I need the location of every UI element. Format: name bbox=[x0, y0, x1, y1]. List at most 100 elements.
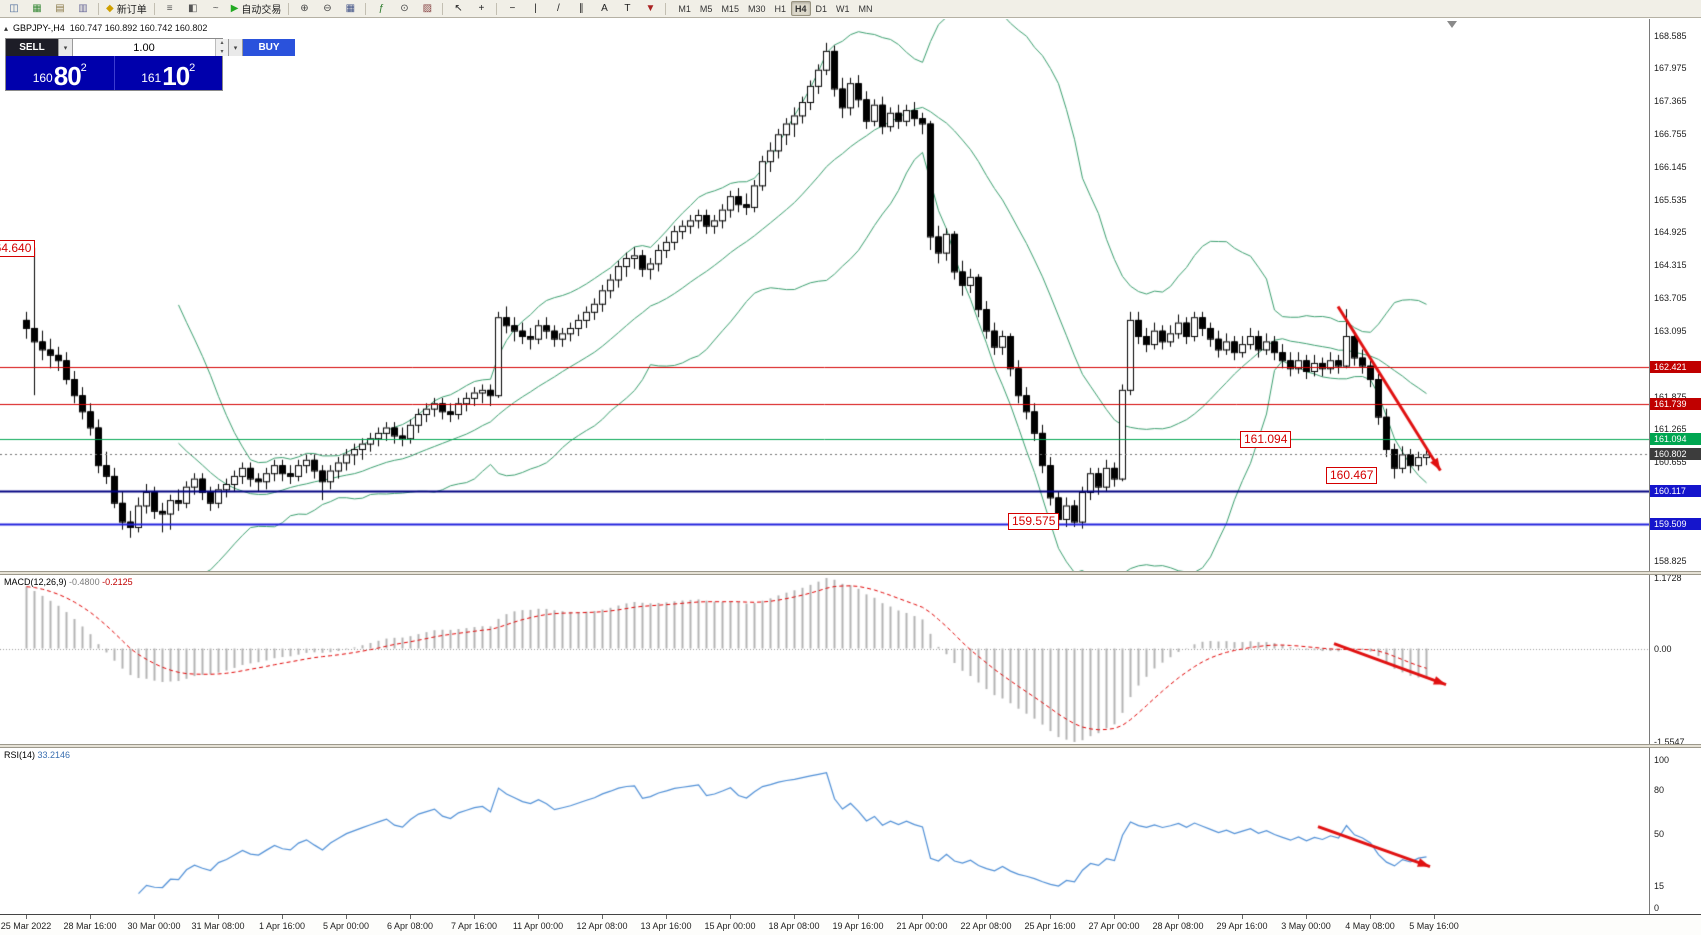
time-label: 7 Apr 16:00 bbox=[450, 921, 498, 931]
new-chart-icon[interactable]: ▦ bbox=[26, 0, 48, 17]
time-tick bbox=[474, 915, 475, 919]
time-label: 11 Apr 00:00 bbox=[512, 921, 564, 931]
time-label: 22 Apr 08:00 bbox=[960, 921, 1012, 931]
one-click-collapse-icon[interactable]: ▴ bbox=[4, 23, 9, 33]
price-axis[interactable]: 168.585 167.975 167.365 166.755 166.145 165.5… bbox=[1649, 19, 1701, 914]
price-divider bbox=[113, 56, 115, 90]
time-tick bbox=[154, 915, 155, 919]
time-tick bbox=[26, 915, 27, 919]
rsi-axis-label: 50 bbox=[1654, 829, 1665, 839]
volume-up-button[interactable]: ▴ bbox=[216, 39, 228, 48]
time-label: 5 May 16:00 bbox=[1409, 921, 1459, 931]
toolbar-separator bbox=[288, 2, 290, 15]
profiles-icon[interactable]: ▤ bbox=[49, 0, 71, 17]
text-label-button[interactable]: T bbox=[616, 0, 638, 17]
time-tick bbox=[90, 915, 91, 919]
macd-signal-value: -0.2125 bbox=[102, 577, 133, 587]
time-label: 27 Apr 00:00 bbox=[1088, 921, 1140, 931]
vertical-line-button[interactable]: | bbox=[524, 0, 546, 17]
timeframe-m1-button[interactable]: M1 bbox=[678, 3, 691, 14]
channel-icon: ∥ bbox=[578, 2, 584, 14]
price-callout[interactable]: 160.467 bbox=[1326, 467, 1378, 484]
time-axis[interactable]: 25 Mar 2022 28 Mar 16:00 30 Mar 00:00 31 Ma… bbox=[0, 914, 1701, 935]
cursor-button[interactable]: ↖ bbox=[447, 0, 469, 17]
price-tag-resistance-upper: 162.421 bbox=[1650, 361, 1701, 374]
macd-label: MACD(12,26,9) -0.4800 -0.2125 bbox=[4, 577, 133, 587]
price-tick: 161.875 bbox=[1654, 391, 1687, 402]
chart-shift-marker[interactable] bbox=[1447, 21, 1457, 28]
chart-bars-icon[interactable]: ≡ bbox=[159, 0, 181, 17]
sell-dropdown[interactable]: ▾ bbox=[58, 39, 73, 56]
price-callout[interactable]: 164.640 bbox=[0, 240, 36, 257]
horizontal-line-button[interactable]: − bbox=[501, 0, 523, 17]
macd-axis-label: 0.00 bbox=[1654, 643, 1672, 654]
symbol-period-label: GBPJPY-,H4 bbox=[13, 23, 65, 33]
price-callout[interactable]: 161.094 bbox=[1240, 431, 1292, 448]
new-order-window-icon[interactable]: ◫ bbox=[3, 0, 25, 17]
toolbar-separator bbox=[496, 2, 498, 15]
main-chart-canvas[interactable] bbox=[0, 19, 1649, 571]
vertical-line-icon: | bbox=[534, 2, 537, 14]
timeframe-w1-button[interactable]: W1 bbox=[836, 3, 850, 14]
autotrading-button[interactable]: ▶ 自动交易 bbox=[228, 0, 285, 17]
panel-splitter-macd[interactable] bbox=[0, 571, 1701, 575]
volume-down-button[interactable]: ▾ bbox=[216, 47, 228, 56]
timeframe-mn-button[interactable]: MN bbox=[858, 3, 873, 14]
new-order-window-icon: ◫ bbox=[9, 2, 19, 14]
timeframe-m15-button[interactable]: M15 bbox=[721, 3, 739, 14]
toolbar-separator bbox=[442, 2, 444, 15]
price-tick: 158.825 bbox=[1654, 555, 1687, 566]
periods-button[interactable]: ⊙ bbox=[393, 0, 415, 17]
time-label: 13 Apr 16:00 bbox=[640, 921, 692, 931]
new-order-icon: ◆ bbox=[106, 2, 114, 14]
time-tick bbox=[1242, 915, 1243, 919]
templates-button[interactable]: ▨ bbox=[416, 0, 438, 17]
chart-bars-icon: ≡ bbox=[166, 2, 173, 14]
buy-button[interactable]: BUY bbox=[243, 39, 295, 56]
data-window-icon[interactable]: ▥ bbox=[72, 0, 94, 17]
rsi-axis-label: 15 bbox=[1654, 880, 1665, 891]
sell-button[interactable]: SELL bbox=[6, 39, 58, 56]
timeframe-h4-button[interactable]: H4 bbox=[790, 1, 811, 16]
panel-splitter-rsi[interactable] bbox=[0, 744, 1701, 748]
price-tick: 166.755 bbox=[1654, 129, 1687, 139]
timeframe-d1-button[interactable]: D1 bbox=[815, 3, 828, 14]
tile-windows-icon: ▦ bbox=[345, 2, 356, 14]
time-label: 5 Apr 00:00 bbox=[322, 921, 370, 931]
periods-icon: ⊙ bbox=[400, 2, 409, 14]
buy-price-prefix: 161 bbox=[141, 71, 162, 85]
zoom-out-button[interactable]: ⊖ bbox=[316, 0, 338, 17]
buy-price-big: 10 bbox=[162, 60, 190, 91]
timeframe-m5-button[interactable]: M5 bbox=[699, 3, 713, 14]
timeframe-m30-button[interactable]: M30 bbox=[747, 3, 766, 14]
time-label: 6 Apr 08:00 bbox=[386, 921, 434, 931]
macd-panel-canvas[interactable] bbox=[0, 575, 1649, 744]
zoom-in-button[interactable]: ⊕ bbox=[293, 0, 315, 17]
volume-input[interactable] bbox=[73, 39, 215, 56]
toolbar: ◫ ▦ ▤ ▥ ◆ 新订单 ≡ ◧ ~ ▶ 自动交易 ⊕ ⊖ ▦ ƒ ⊙ ▨ ↖ + − | / ∥ A T ▼ M1 M5 M15 M3… bbox=[0, 0, 1701, 18]
price-callout[interactable]: 159.575 bbox=[1008, 513, 1060, 530]
rsi-panel-canvas[interactable] bbox=[0, 748, 1649, 914]
buy-price-pip: 2 bbox=[189, 62, 196, 74]
indicators-button[interactable]: ƒ bbox=[370, 0, 392, 17]
price-tick: 163.705 bbox=[1654, 293, 1687, 304]
rsi-value: 33.2146 bbox=[37, 750, 71, 760]
chart-line-icon[interactable]: ~ bbox=[205, 0, 227, 17]
new-order-button[interactable]: ◆ 新订单 bbox=[103, 0, 150, 17]
buy-dropdown[interactable]: ▾ bbox=[228, 39, 243, 56]
sell-price-button[interactable]: 160 80 2 bbox=[6, 56, 114, 90]
price-tag-resistance-lower: 161.739 bbox=[1650, 397, 1701, 410]
buy-price-button[interactable]: 161 10 2 bbox=[115, 56, 223, 90]
tile-windows-icon[interactable]: ▦ bbox=[339, 0, 361, 17]
crosshair-button[interactable]: + bbox=[470, 0, 492, 17]
channel-button[interactable]: ∥ bbox=[570, 0, 592, 17]
timeframe-h1-button[interactable]: H1 bbox=[774, 3, 786, 14]
text-button[interactable]: A bbox=[593, 0, 615, 17]
rsi-axis-label: 0 bbox=[1654, 903, 1660, 913]
horizontal-line-icon: − bbox=[509, 2, 516, 14]
price-tick: 163.095 bbox=[1654, 325, 1687, 336]
chart-candles-icon[interactable]: ◧ bbox=[182, 0, 204, 17]
arrows-button[interactable]: ▼ bbox=[639, 0, 661, 17]
trendline-button[interactable]: / bbox=[547, 0, 569, 17]
time-label: 19 Apr 16:00 bbox=[832, 921, 884, 931]
